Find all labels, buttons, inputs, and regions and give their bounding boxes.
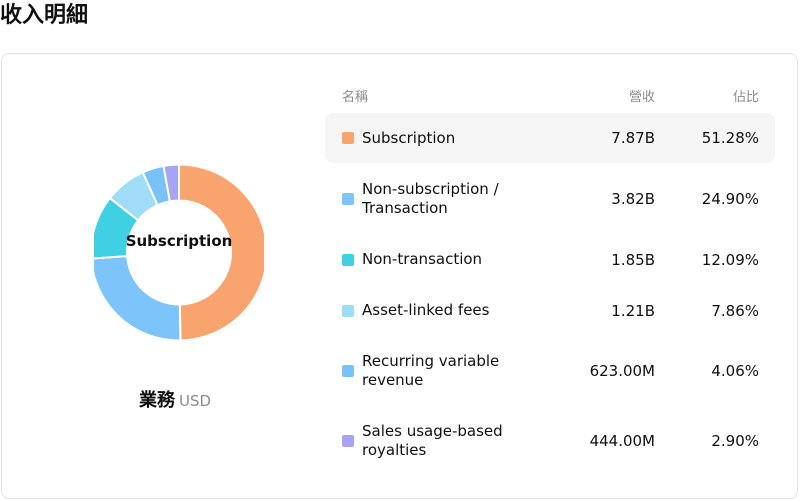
table-row-non-transaction[interactable]: Non-transaction 1.85B 12.09% [325, 246, 775, 273]
header-revenue: 營收 [628, 90, 655, 105]
row-revenue: 1.21B [611, 301, 655, 320]
row-share: 24.90% [701, 190, 759, 208]
legend-swatch [342, 365, 354, 377]
row-name: Subscription [362, 128, 456, 147]
legend-swatch [342, 193, 354, 205]
row-revenue: 444.00M [589, 432, 655, 450]
header-name: 名稱 [342, 90, 369, 105]
donut-svg [94, 164, 264, 341]
table-row-non-subscription[interactable]: Non-subscription / Transaction 3.82B 24.… [325, 176, 775, 222]
row-name: Sales usage-based royalties [362, 422, 503, 459]
page-title: 收入明細 [0, 3, 89, 28]
table-row-recurring-variable-revenue[interactable]: Recurring variable revenue 623.00M 4.06% [325, 348, 775, 394]
legend-swatch [342, 253, 354, 266]
row-share: 7.86% [711, 301, 759, 320]
donut-slice-0[interactable] [178, 164, 264, 341]
row-revenue: 623.00M [589, 362, 655, 380]
row-share: 51.28% [701, 129, 759, 147]
donut-chart: Subscription [94, 164, 264, 341]
table-row-sales-usage-based-royalties[interactable]: Sales usage-based royalties 444.00M 2.90… [325, 418, 775, 464]
row-name: Non-transaction [362, 250, 483, 268]
table-header: 名稱 營收 佔比 [325, 86, 775, 106]
donut-center-label: Subscription [125, 232, 233, 250]
segment-name: 業務 [138, 390, 175, 411]
table-row-asset-linked-fees[interactable]: Asset-linked fees 1.21B 7.86% [325, 297, 775, 324]
row-revenue: 7.87B [611, 129, 655, 147]
row-name: Asset-linked fees [362, 301, 490, 319]
donut-slice-5[interactable] [162, 164, 180, 203]
segment-caption: 業務 USD [100, 386, 250, 412]
legend-swatch [342, 304, 354, 317]
header-share: 佔比 [732, 90, 759, 105]
row-share: 12.09% [701, 250, 759, 269]
legend-swatch [342, 132, 354, 144]
row-name: Recurring variable revenue [362, 352, 500, 389]
legend-swatch [342, 435, 354, 447]
row-share: 4.06% [711, 362, 759, 380]
currency-label: USD [178, 392, 212, 410]
row-name: Non-subscription / Transaction [362, 180, 499, 217]
donut-slice-1[interactable] [94, 255, 182, 341]
row-revenue: 1.85B [611, 250, 655, 269]
row-revenue: 3.82B [611, 190, 655, 208]
row-share: 2.90% [711, 432, 759, 450]
table-row-subscription[interactable]: Subscription 7.87B 51.28% [325, 113, 775, 163]
